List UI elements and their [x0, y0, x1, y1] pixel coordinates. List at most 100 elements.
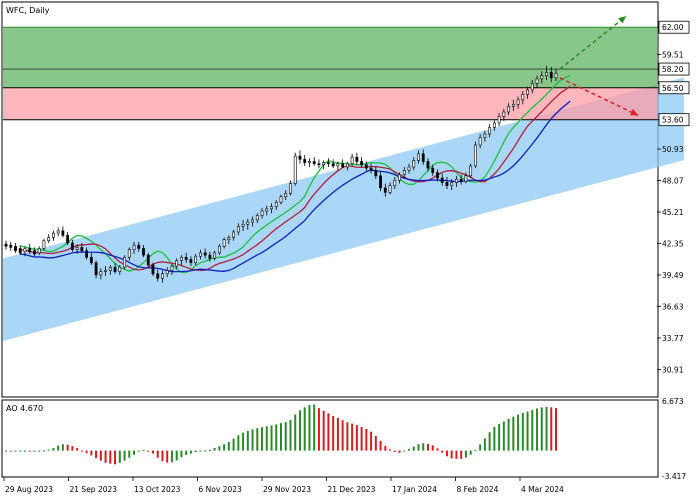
time-axis-label: 29 Nov 2023 — [263, 485, 311, 494]
ao-bar — [38, 450, 41, 452]
ao-bar — [189, 450, 192, 454]
candle — [255, 213, 259, 224]
price-pane[interactable] — [3, 15, 684, 341]
ao-axis-label: -3.417 — [662, 472, 686, 481]
candle-body — [412, 160, 416, 168]
candle — [265, 205, 269, 216]
candle — [341, 159, 345, 169]
ao-bar — [479, 444, 482, 451]
candle — [61, 226, 65, 238]
ao-bar — [507, 418, 510, 451]
candle — [14, 242, 17, 253]
candle — [203, 248, 207, 259]
candle-body — [89, 256, 93, 264]
price-axis-label: 53.60 — [662, 116, 684, 125]
candle — [113, 262, 117, 274]
candle-body — [146, 254, 150, 266]
ao-bar — [370, 431, 373, 451]
candle-body — [421, 153, 425, 162]
candle-body — [180, 256, 183, 261]
price-axis-label: 30.91 — [662, 365, 684, 374]
ao-bar — [137, 450, 140, 452]
candle-body — [137, 244, 141, 249]
ao-bar — [308, 405, 311, 451]
candle — [279, 194, 283, 205]
ao-bar — [109, 450, 112, 464]
time-axis: 29 Aug 2023 21 Sep 2023 13 Oct 2023 6 Nov 2… — [3, 477, 564, 494]
ao-bar — [85, 450, 88, 454]
candle — [455, 175, 458, 187]
candle — [312, 157, 316, 166]
candle — [317, 159, 321, 169]
candle — [355, 152, 359, 165]
candle-body — [255, 215, 259, 221]
candle — [450, 179, 454, 191]
candle-body — [270, 206, 273, 210]
candle — [270, 203, 273, 214]
candle-body — [184, 256, 188, 260]
ao-bar — [114, 450, 117, 465]
candle — [473, 141, 477, 169]
candle — [436, 169, 439, 182]
candle — [426, 158, 430, 172]
buy-zone — [3, 27, 657, 88]
ao-bar — [52, 447, 55, 451]
ao-bar — [199, 450, 202, 452]
candle-body — [175, 260, 179, 267]
candle-body — [355, 156, 359, 162]
candle-body — [554, 73, 558, 79]
candle-body — [350, 156, 354, 165]
candle-body — [246, 221, 250, 225]
up-forecast-arrow — [559, 15, 627, 70]
candle-body — [52, 232, 55, 238]
ao-pane[interactable] — [5, 404, 557, 465]
candle-body — [28, 248, 32, 253]
candle — [180, 255, 183, 265]
ao-bar — [389, 449, 392, 451]
ao-bar — [147, 450, 150, 452]
candle — [402, 167, 406, 179]
ao-bar — [265, 426, 268, 451]
price-axis-label: 36.63 — [662, 303, 684, 312]
candle — [379, 171, 382, 192]
candle — [364, 161, 368, 172]
candle — [170, 263, 174, 275]
ao-bar — [294, 414, 297, 451]
ao-bar — [341, 420, 344, 451]
candle-body — [436, 172, 439, 179]
candle — [331, 159, 335, 169]
price-axis-label: 33.77 — [662, 334, 684, 343]
candle — [85, 247, 89, 260]
ao-bar — [488, 432, 491, 451]
candle — [469, 163, 473, 179]
candle — [327, 158, 330, 168]
candle-body — [445, 182, 449, 187]
candle-body — [393, 179, 397, 187]
ao-bar — [161, 450, 164, 461]
candle-body — [61, 230, 65, 236]
candle-body — [327, 162, 330, 165]
candle-body — [104, 270, 107, 272]
ao-bar — [104, 450, 107, 463]
time-axis-label: 17 Jan 2024 — [392, 485, 437, 494]
price-axis-label: 42.35 — [662, 240, 684, 249]
ao-bar — [42, 450, 45, 452]
candle-body — [407, 166, 411, 171]
candle-body — [322, 162, 326, 166]
ao-bar — [90, 450, 93, 456]
candle — [260, 207, 264, 219]
price-tag-box — [658, 113, 690, 127]
candle-body — [217, 245, 221, 254]
candle-body — [289, 183, 292, 194]
candle — [412, 157, 416, 171]
candle-body — [113, 266, 117, 272]
candle — [554, 69, 558, 82]
ao-bar — [232, 438, 235, 451]
candle-body — [450, 182, 454, 187]
candle-body — [18, 248, 22, 254]
candle-body — [417, 153, 420, 161]
candle — [227, 235, 231, 245]
ao-bar — [422, 443, 425, 451]
